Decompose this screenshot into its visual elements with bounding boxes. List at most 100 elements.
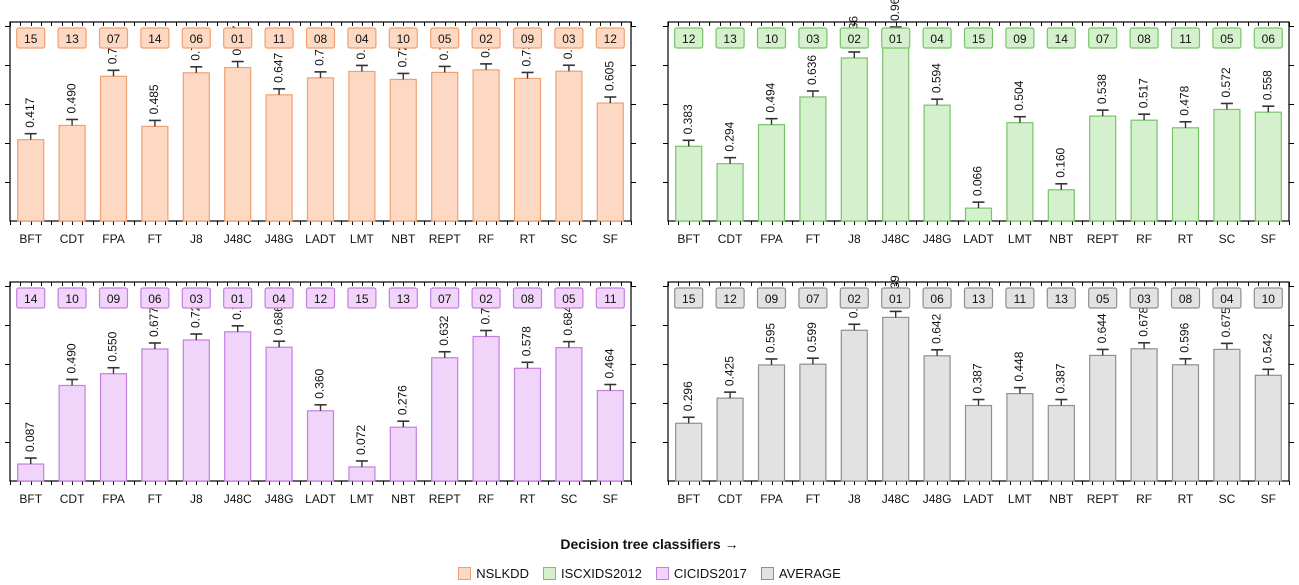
bar-sc (1213, 348, 1241, 482)
rank-box (1253, 287, 1283, 309)
x-tick-label: BFT (677, 232, 700, 246)
rank-box (181, 287, 211, 309)
rank-box (674, 27, 704, 49)
rank-label: 06 (148, 292, 162, 306)
rank-label: 10 (397, 32, 411, 46)
bar-ladt (306, 77, 335, 222)
legend-item: AVERAGE (760, 566, 841, 581)
rank-label: 06 (930, 292, 944, 306)
rank-label: 03 (1137, 292, 1151, 306)
bar-sf (596, 389, 624, 482)
bar-bft (675, 422, 703, 482)
legend-label: NSLKDD (476, 566, 529, 581)
x-tick-label: NBT (391, 492, 416, 506)
rank-label: 14 (24, 292, 38, 306)
rank-box (756, 287, 787, 309)
data-label: 0.538 (1095, 74, 1109, 104)
bar-sf (1254, 374, 1282, 482)
rank-label: 15 (972, 32, 986, 46)
rank-label: 14 (148, 32, 162, 46)
legend-item: CICIDS2017 (655, 566, 747, 581)
bar-j8 (182, 72, 210, 222)
rank-box (388, 27, 418, 49)
rank-box (57, 287, 87, 309)
rank-box (98, 287, 129, 309)
rank-box (963, 27, 994, 49)
rank-box (16, 27, 46, 49)
x-tick-label: LADT (963, 232, 994, 246)
data-label: 0.490 (64, 343, 78, 373)
x-tick-label: J48C (224, 232, 252, 246)
rank-box (1005, 27, 1035, 49)
rank-label: 09 (521, 32, 535, 46)
x-tick-label: FPA (102, 492, 124, 506)
data-label: 0.417 (23, 97, 37, 127)
data-label: 0.644 (1095, 313, 1109, 343)
bar-nbt (1047, 189, 1075, 222)
rank-label: 08 (1137, 32, 1151, 46)
rank-label: 12 (604, 32, 618, 46)
data-label: 0.448 (1012, 351, 1026, 381)
x-tick-label: J48G (265, 492, 294, 506)
rank-box (347, 287, 377, 309)
rank-label: 01 (231, 32, 245, 46)
rank-label: 09 (1013, 32, 1027, 46)
rank-label: 05 (562, 292, 576, 306)
bar-rt (513, 367, 542, 482)
rank-label: 05 (1220, 32, 1234, 46)
rank-label: 04 (355, 32, 369, 46)
x-tick-label: REPT (1087, 492, 1120, 506)
bar-ft (141, 125, 169, 222)
bar-ft (141, 348, 169, 482)
x-tick-label: J8 (190, 232, 203, 246)
x-tick-label: SC (1219, 232, 1236, 246)
rank-box (1253, 27, 1283, 49)
bar-ladt (964, 207, 993, 222)
x-tick-label: FPA (760, 232, 782, 246)
rank-box (839, 27, 869, 49)
bar-rf (1130, 119, 1158, 222)
rank-box (264, 287, 294, 309)
x-tick-label: SF (1261, 232, 1276, 246)
data-label: 0.636 (805, 55, 819, 85)
data-label: 0.494 (764, 82, 778, 112)
bar-rept (431, 357, 459, 482)
rank-box (305, 287, 336, 309)
rank-label: 02 (479, 32, 493, 46)
rank-label: 15 (682, 292, 696, 306)
data-label: 0.675 (1219, 307, 1233, 337)
rank-label: 15 (355, 292, 369, 306)
x-tick-label: LADT (305, 492, 336, 506)
bar-bft (675, 145, 703, 222)
rank-label: 12 (723, 292, 737, 306)
bar-lmt (1006, 122, 1034, 222)
legend-swatch (655, 567, 669, 580)
data-label: 0.387 (1053, 363, 1067, 393)
rank-label: 05 (438, 32, 452, 46)
rank-label: 01 (889, 32, 903, 46)
x-tick-label: LMT (350, 492, 375, 506)
x-tick-label: BFT (19, 232, 42, 246)
rank-box (347, 27, 377, 49)
x-tick-label: REPT (1087, 232, 1120, 246)
legend-swatch (458, 567, 472, 580)
rank-box (1005, 287, 1035, 309)
bar-j48g (923, 355, 951, 482)
rank-box (595, 27, 625, 49)
bar-j48g (923, 104, 951, 222)
bar-rept (1089, 115, 1117, 222)
rank-box (16, 287, 46, 309)
x-tick-label: LMT (350, 232, 375, 246)
x-tick-label: SF (603, 232, 618, 246)
bar-j8 (840, 329, 868, 482)
rank-label: 02 (848, 292, 862, 306)
rank-label: 03 (806, 32, 820, 46)
rank-label: 08 (1179, 292, 1193, 306)
rank-label: 08 (314, 32, 328, 46)
rank-box (223, 27, 253, 49)
rank-box (512, 287, 543, 309)
x-tick-label: RF (478, 492, 494, 506)
legend-swatch (760, 567, 774, 580)
rank-label: 10 (65, 292, 79, 306)
rank-label: 07 (438, 292, 452, 306)
